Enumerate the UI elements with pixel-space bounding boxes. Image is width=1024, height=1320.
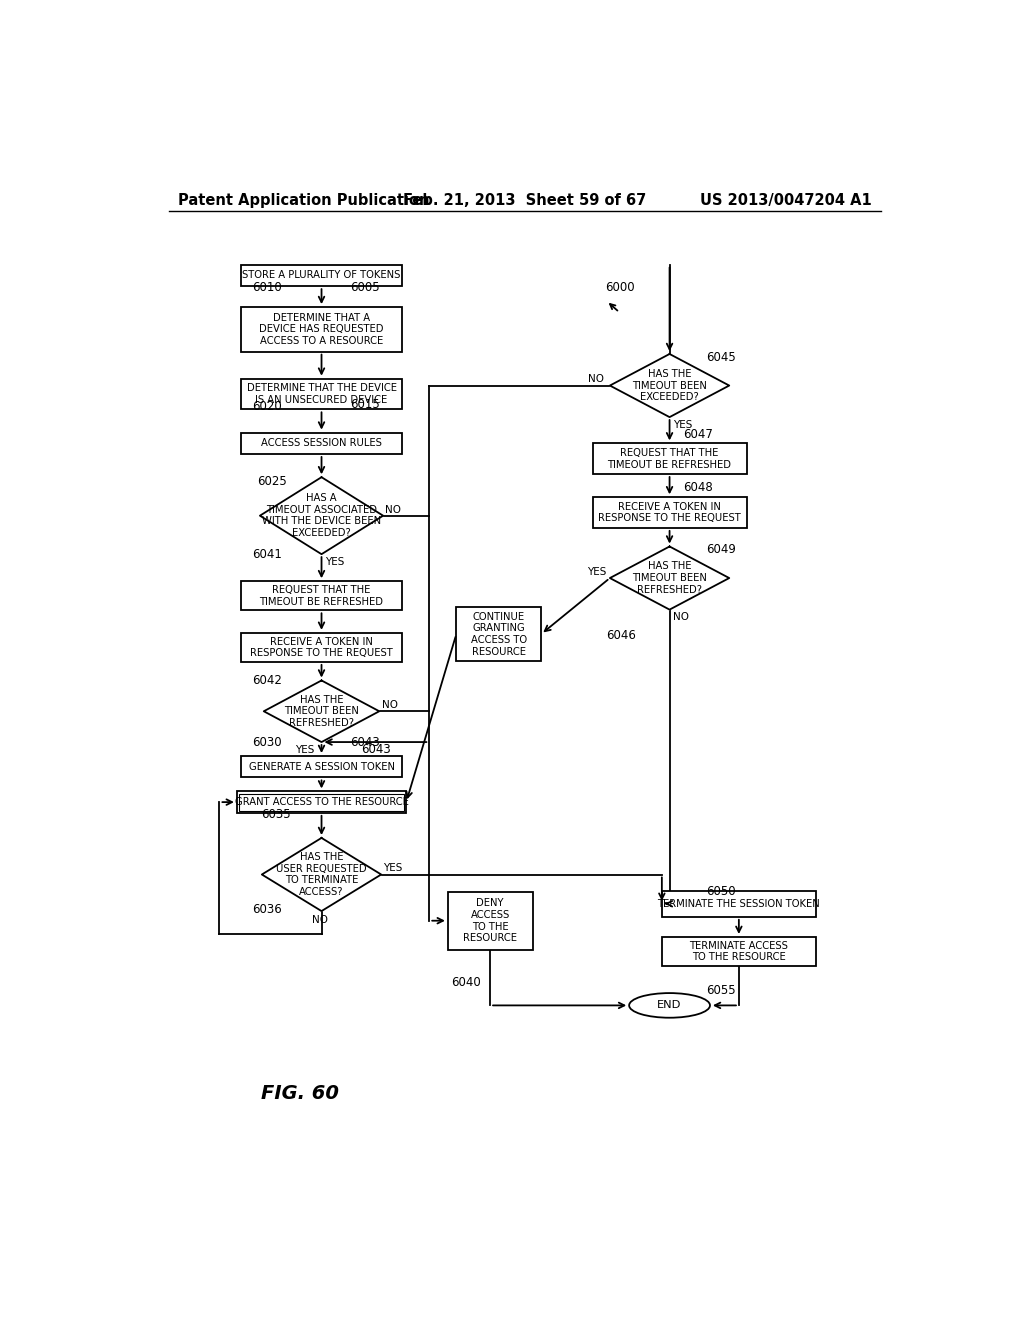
Text: NO: NO [589, 375, 604, 384]
Text: NO: NO [312, 915, 329, 925]
Text: RECEIVE A TOKEN IN
RESPONSE TO THE REQUEST: RECEIVE A TOKEN IN RESPONSE TO THE REQUE… [250, 636, 393, 659]
Text: NO: NO [382, 700, 397, 710]
Bar [237, 792, 407, 813]
Text: 6055: 6055 [707, 983, 736, 997]
Bar [447, 892, 532, 949]
Text: HAS A
TIMEOUT ASSOCIATED
WITH THE DEVICE BEEN
EXCEEDED?: HAS A TIMEOUT ASSOCIATED WITH THE DEVICE… [262, 494, 381, 539]
Text: REQUEST THAT THE
TIMEOUT BE REFRESHED: REQUEST THAT THE TIMEOUT BE REFRESHED [607, 447, 731, 470]
Text: DETERMINE THAT A
DEVICE HAS REQUESTED
ACCESS TO A RESOURCE: DETERMINE THAT A DEVICE HAS REQUESTED AC… [259, 313, 384, 346]
Text: NO: NO [673, 612, 689, 622]
Bar [241, 379, 402, 409]
Polygon shape [610, 546, 729, 610]
Text: Feb. 21, 2013  Sheet 59 of 67: Feb. 21, 2013 Sheet 59 of 67 [403, 193, 646, 209]
Text: 6010: 6010 [252, 281, 282, 294]
Bar [457, 607, 541, 661]
Text: DETERMINE THAT THE DEVICE
IS AN UNSECURED DEVICE: DETERMINE THAT THE DEVICE IS AN UNSECURE… [247, 383, 396, 405]
Bar [241, 756, 402, 777]
Text: 6015: 6015 [350, 399, 380, 412]
Text: 6041: 6041 [252, 548, 282, 561]
Text: 6049: 6049 [707, 543, 736, 556]
Text: HAS THE
TIMEOUT BEEN
EXCEEDED?: HAS THE TIMEOUT BEEN EXCEEDED? [632, 370, 707, 403]
Text: 6048: 6048 [683, 482, 713, 495]
Text: 6036: 6036 [252, 903, 282, 916]
Text: 6050: 6050 [707, 884, 736, 898]
Text: RECEIVE A TOKEN IN
RESPONSE TO THE REQUEST: RECEIVE A TOKEN IN RESPONSE TO THE REQUE… [598, 502, 741, 524]
Polygon shape [610, 354, 729, 417]
Text: REQUEST THAT THE
TIMEOUT BE REFRESHED: REQUEST THAT THE TIMEOUT BE REFRESHED [259, 585, 384, 607]
Text: 6000: 6000 [605, 281, 635, 294]
Bar [241, 632, 402, 663]
Text: STORE A PLURALITY OF TOKENS: STORE A PLURALITY OF TOKENS [243, 271, 400, 280]
Polygon shape [260, 478, 383, 554]
Text: 6045: 6045 [707, 351, 736, 363]
Text: END: END [657, 1001, 682, 1010]
Bar [241, 308, 402, 351]
Text: 6005: 6005 [350, 281, 380, 294]
Text: 6046: 6046 [606, 630, 636, 643]
Bar [241, 433, 402, 454]
Text: 6020: 6020 [252, 400, 282, 413]
Text: 6043: 6043 [361, 743, 391, 756]
Text: 6047: 6047 [683, 428, 713, 441]
Text: YES: YES [325, 557, 344, 566]
Text: TERMINATE ACCESS
TO THE RESOURCE: TERMINATE ACCESS TO THE RESOURCE [689, 941, 788, 962]
Text: US 2013/0047204 A1: US 2013/0047204 A1 [699, 193, 871, 209]
Text: ACCESS SESSION RULES: ACCESS SESSION RULES [261, 438, 382, 449]
Text: CONTINUE
GRANTING
ACCESS TO
RESOURCE: CONTINUE GRANTING ACCESS TO RESOURCE [471, 612, 526, 656]
Bar [593, 498, 746, 528]
Text: FIG. 60: FIG. 60 [261, 1085, 339, 1104]
Text: GENERATE A SESSION TOKEN: GENERATE A SESSION TOKEN [249, 762, 394, 772]
Bar [240, 793, 403, 810]
Ellipse shape [629, 993, 710, 1018]
Bar [241, 264, 402, 286]
Bar [662, 891, 816, 917]
Text: 6035: 6035 [261, 808, 291, 821]
Text: HAS THE
TIMEOUT BEEN
REFRESHED?: HAS THE TIMEOUT BEEN REFRESHED? [284, 694, 359, 727]
Text: 6040: 6040 [451, 975, 480, 989]
Text: YES: YES [673, 420, 692, 430]
Text: YES: YES [295, 744, 314, 755]
Text: Patent Application Publication: Patent Application Publication [178, 193, 430, 209]
Text: 6043: 6043 [350, 735, 380, 748]
Text: NO: NO [385, 504, 401, 515]
Text: 6025: 6025 [258, 475, 288, 488]
Polygon shape [264, 681, 379, 742]
Bar [241, 581, 402, 610]
Text: HAS THE
TIMEOUT BEEN
REFRESHED?: HAS THE TIMEOUT BEEN REFRESHED? [632, 561, 707, 594]
Text: YES: YES [587, 566, 606, 577]
Bar [662, 937, 816, 966]
Text: HAS THE
USER REQUESTED
TO TERMINATE
ACCESS?: HAS THE USER REQUESTED TO TERMINATE ACCE… [276, 853, 367, 896]
Text: TERMINATE THE SESSION TOKEN: TERMINATE THE SESSION TOKEN [657, 899, 820, 908]
Text: GRANT ACCESS TO THE RESOURCE: GRANT ACCESS TO THE RESOURCE [234, 797, 409, 807]
Text: 6042: 6042 [252, 675, 282, 686]
Polygon shape [262, 838, 381, 911]
Text: YES: YES [384, 863, 402, 874]
Bar [593, 444, 746, 474]
Text: DENY
ACCESS
TO THE
RESOURCE: DENY ACCESS TO THE RESOURCE [463, 899, 517, 942]
Text: 6030: 6030 [252, 735, 282, 748]
